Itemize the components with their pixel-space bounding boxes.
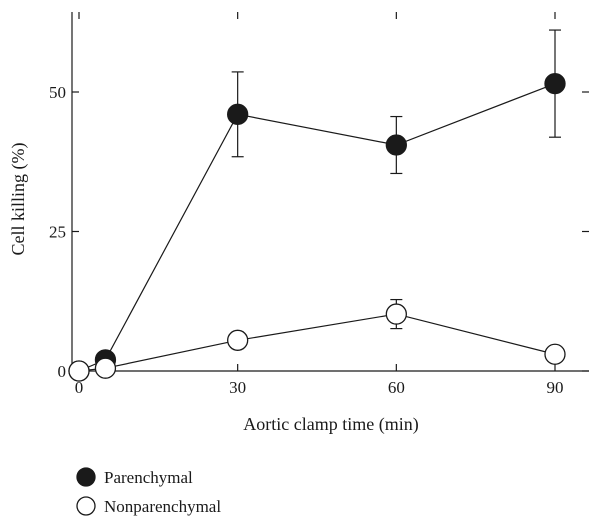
error-bars xyxy=(231,29,561,350)
data-point-nonparenchymal xyxy=(544,343,566,365)
axis-ticks: 0 30 60 90 0 25 50 xyxy=(49,12,589,397)
y-tick-label: 25 xyxy=(49,223,66,242)
data-points xyxy=(68,72,566,382)
data-point-nonparenchymal xyxy=(94,357,117,379)
plot-axes xyxy=(71,12,589,372)
data-point-parenchymal xyxy=(544,72,566,95)
x-tick-label: 30 xyxy=(229,378,246,397)
series-line-parenchymal xyxy=(78,83,556,372)
y-axis-title: Cell killing (%) xyxy=(8,143,29,256)
series-line-nonparenchymal xyxy=(78,313,556,372)
data-point-parenchymal xyxy=(227,103,249,125)
legend: Parenchymal Nonparenchymal xyxy=(76,467,221,516)
legend-marker-parenchymal xyxy=(76,467,96,487)
legend-label-parenchymal: Parenchymal xyxy=(104,468,193,487)
y-tick-label: 0 xyxy=(58,362,67,381)
legend-label-nonparenchymal: Nonparenchymal xyxy=(104,497,221,516)
data-point-nonparenchymal xyxy=(385,303,407,325)
data-point-nonparenchymal xyxy=(227,329,249,351)
y-tick-label: 50 xyxy=(49,83,66,102)
data-point-nonparenchymal xyxy=(68,360,90,382)
legend-marker-nonparenchymal xyxy=(76,496,96,516)
x-tick-label: 60 xyxy=(388,378,405,397)
x-axis-title: Aortic clamp time (min) xyxy=(243,414,418,435)
data-point-parenchymal xyxy=(385,134,407,156)
x-tick-label: 0 xyxy=(75,378,84,397)
series-lines xyxy=(78,83,556,372)
x-tick-label: 90 xyxy=(547,378,564,397)
